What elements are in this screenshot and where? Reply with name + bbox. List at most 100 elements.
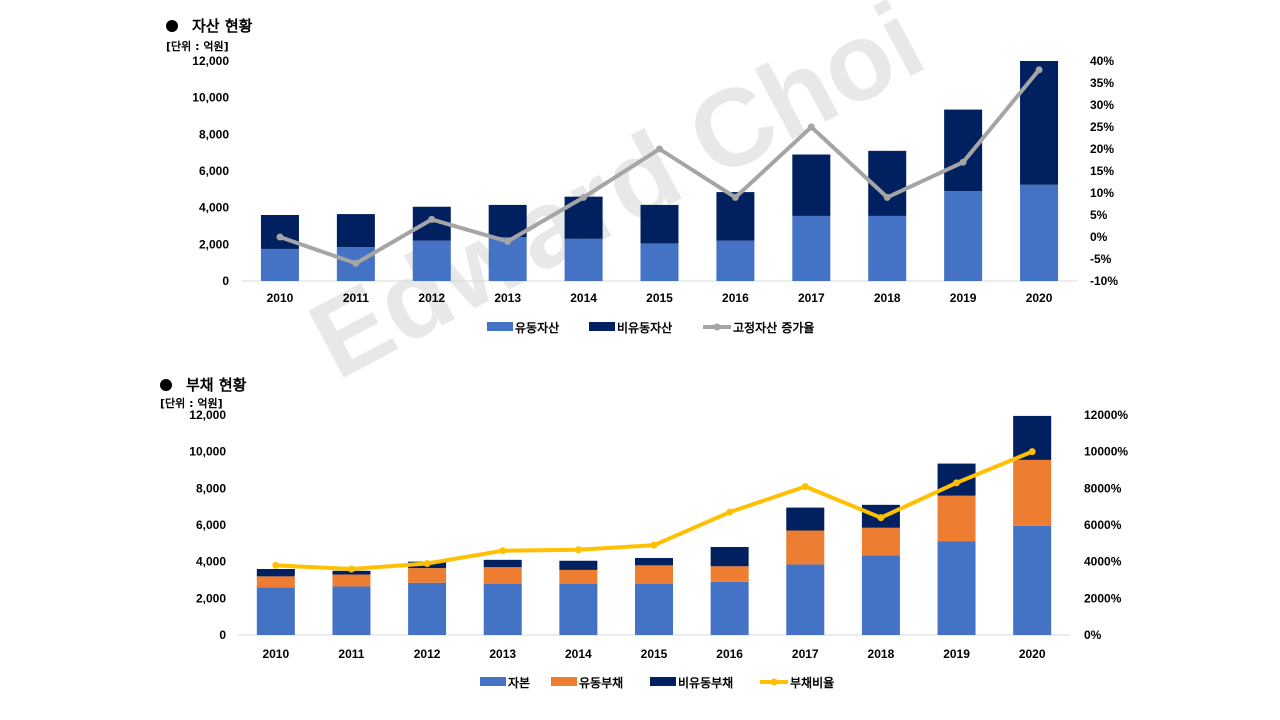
- y2-tick-label: 25%: [1090, 120, 1114, 134]
- x-tick-label: 2010: [267, 291, 294, 305]
- bar-비유동자산: [336, 214, 375, 248]
- legend-label: 고정자산 증가율: [733, 320, 814, 335]
- x-tick-label: 2014: [565, 647, 592, 661]
- y2-tick-label: 0%: [1090, 230, 1108, 244]
- line-point-부채비율: [574, 546, 582, 554]
- line-point-고정자산 증가율: [959, 158, 967, 166]
- chart1-unit-label: [단위 : 억원]: [166, 40, 229, 53]
- x-tick-label: 2013: [489, 647, 516, 661]
- y-tick-label: 2,000: [199, 237, 229, 251]
- bar-자본: [710, 581, 749, 635]
- bar-유동자산: [716, 240, 755, 281]
- x-tick-label: 2017: [798, 291, 825, 305]
- legend-label: 유동자산: [515, 320, 559, 335]
- chart2-heading: 부채 현황: [160, 374, 246, 395]
- y2-tick-label: 2000%: [1084, 591, 1122, 605]
- bar-비유동부채: [256, 569, 295, 577]
- legend-label: 비유동부채: [678, 675, 733, 690]
- legend-swatch: [551, 677, 577, 686]
- x-tick-label: 2013: [494, 291, 521, 305]
- legend-label: 부채비율: [790, 675, 834, 690]
- y2-tick-label: 5%: [1090, 208, 1108, 222]
- x-tick-label: 2019: [943, 647, 970, 661]
- bar-유동자산: [1020, 184, 1059, 281]
- bar-자본: [559, 583, 598, 635]
- line-point-고정자산 증가율: [807, 123, 815, 131]
- line-point-고정자산 증가율: [656, 145, 663, 153]
- line-point-부채비율: [272, 561, 280, 569]
- x-tick-label: 2017: [792, 647, 819, 661]
- x-tick-label: 2018: [868, 647, 895, 661]
- line-point-부채비율: [877, 514, 885, 522]
- y-tick-label: 4,000: [196, 555, 226, 569]
- line-point-부채비율: [499, 547, 507, 555]
- chart2-unit-label: [단위 : 억원]: [160, 397, 223, 410]
- y-tick-label: 8,000: [199, 127, 229, 141]
- y2-tick-label: 6000%: [1084, 518, 1122, 532]
- line-point-고정자산 증가율: [731, 193, 739, 201]
- line-point-고정자산 증가율: [504, 237, 512, 245]
- bar-비유동부채: [710, 547, 749, 567]
- x-tick-label: 2018: [874, 291, 901, 305]
- x-tick-label: 2014: [570, 291, 597, 305]
- x-tick-label: 2012: [418, 291, 445, 305]
- line-point-고정자산 증가율: [580, 193, 588, 201]
- legend-marker: [713, 323, 721, 331]
- legend-label: 비유동자산: [617, 320, 672, 335]
- bar-비유동자산: [792, 154, 831, 216]
- bar-비유동부채: [332, 570, 371, 575]
- chart2-title: 부채 현황: [186, 376, 247, 394]
- x-tick-label: 2015: [646, 291, 673, 305]
- y-tick-label: 0: [222, 274, 229, 288]
- line-point-고정자산 증가율: [428, 215, 436, 223]
- legend-swatch: [480, 677, 506, 686]
- y2-tick-label: 8000%: [1084, 481, 1122, 495]
- line-point-부채비율: [726, 508, 734, 516]
- bar-유동부채: [710, 566, 749, 582]
- bar-자본: [786, 564, 825, 635]
- bar-유동자산: [868, 215, 907, 281]
- y-tick-label: 2,000: [196, 591, 226, 605]
- bar-유동부채: [332, 574, 371, 587]
- line-point-고정자산 증가율: [1035, 66, 1043, 74]
- bar-유동부채: [559, 569, 598, 584]
- bar-유동자산: [412, 240, 451, 281]
- y-tick-label: 10,000: [192, 91, 229, 105]
- bar-유동자산: [792, 215, 831, 281]
- bar-유동부채: [483, 567, 522, 584]
- y2-tick-label: 40%: [1090, 54, 1114, 68]
- x-tick-label: 2019: [950, 291, 977, 305]
- y-tick-label: 10,000: [189, 445, 226, 459]
- line-point-부채비율: [423, 560, 431, 567]
- bar-자본: [635, 583, 673, 635]
- x-tick-label: 2011: [343, 291, 369, 305]
- y2-tick-label: 10000%: [1084, 445, 1128, 459]
- legend-swatch: [487, 322, 513, 331]
- line-point-부채비율: [953, 479, 961, 487]
- bar-비유동자산: [260, 215, 299, 249]
- line-point-고정자산 증가율: [276, 233, 284, 241]
- chart1-heading: 자산 현황: [166, 15, 252, 36]
- bar-비유동자산: [488, 204, 527, 237]
- bar-유동부채: [408, 568, 447, 583]
- bar-자본: [483, 583, 522, 635]
- bar-유동부채: [937, 495, 976, 542]
- bar-자본: [408, 582, 447, 635]
- bar-자본: [332, 586, 371, 635]
- x-tick-label: 2010: [262, 647, 289, 661]
- line-point-고정자산 증가율: [883, 193, 891, 201]
- legend-marker: [770, 678, 778, 686]
- y-tick-label: 0: [219, 628, 226, 642]
- legend-swatch: [650, 677, 676, 686]
- y-tick-label: 12,000: [189, 408, 226, 422]
- y-tick-label: 8,000: [196, 481, 226, 495]
- y-tick-label: 6,000: [196, 518, 226, 532]
- x-tick-label: 2011: [338, 647, 364, 661]
- line-point-부채비율: [1028, 448, 1036, 456]
- y2-tick-label: 4000%: [1084, 555, 1122, 569]
- bar-유동자산: [944, 191, 983, 281]
- bar-비유동자산: [1020, 61, 1059, 185]
- y-tick-label: 6,000: [199, 164, 229, 178]
- y2-tick-label: -5%: [1090, 252, 1112, 266]
